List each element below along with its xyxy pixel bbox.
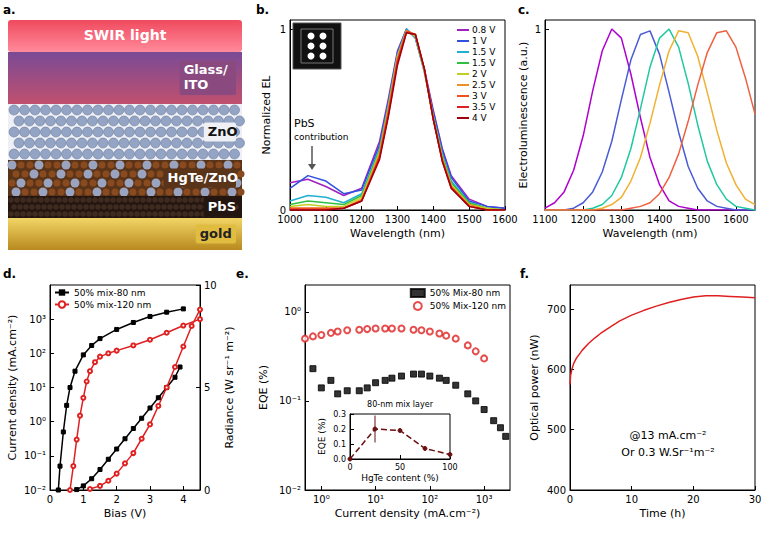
svg-text:Time (h): Time (h) [639, 507, 686, 520]
svg-text:10: 10 [204, 280, 217, 291]
svg-text:50: 50 [395, 463, 405, 472]
svg-text:0: 0 [47, 494, 53, 505]
svg-text:10⁻¹: 10⁻¹ [279, 395, 301, 406]
svg-text:1400: 1400 [421, 214, 446, 225]
svg-text:0: 0 [347, 463, 352, 472]
svg-text:10³: 10³ [476, 494, 493, 505]
svg-text:Electroluminescence (a.u.): Electroluminescence (a.u.) [517, 42, 530, 189]
svg-text:10¹: 10¹ [29, 382, 46, 393]
svg-text:20: 20 [687, 494, 700, 505]
svg-text:1.5 V: 1.5 V [472, 58, 496, 68]
svg-text:Bias (V): Bias (V) [104, 507, 147, 520]
svg-text:b.: b. [256, 3, 269, 17]
svg-text:100: 100 [442, 463, 457, 472]
svg-text:Wavelength (nm): Wavelength (nm) [602, 227, 697, 240]
svg-text:10: 10 [625, 494, 638, 505]
svg-text:4: 4 [180, 494, 186, 505]
svg-text:Optical power (nW): Optical power (nW) [528, 334, 541, 440]
svg-text:c.: c. [518, 3, 530, 17]
svg-text:1600: 1600 [492, 214, 517, 225]
svg-text:Glass/: Glass/ [184, 62, 228, 77]
svg-text:Current density (mA.cm⁻²): Current density (mA.cm⁻²) [6, 315, 19, 461]
svg-text:Wavelength (nm): Wavelength (nm) [350, 227, 445, 240]
svg-text:1000: 1000 [277, 214, 302, 225]
svg-text:HgTe/ZnO: HgTe/ZnO [168, 170, 239, 185]
svg-text:e.: e. [236, 267, 249, 281]
svg-text:600: 600 [547, 364, 566, 375]
svg-text:10³: 10³ [29, 314, 46, 325]
svg-text:10⁻²: 10⁻² [279, 485, 301, 496]
svg-text:500: 500 [547, 424, 566, 435]
svg-text:1300: 1300 [609, 214, 634, 225]
svg-text:Or 0.3 W.Sr⁻¹m⁻²: Or 0.3 W.Sr⁻¹m⁻² [621, 446, 714, 459]
svg-text:10²: 10² [421, 494, 438, 505]
svg-text:0.3: 0.3 [333, 410, 346, 419]
svg-text:10⁰: 10⁰ [284, 306, 301, 317]
svg-text:1500: 1500 [685, 214, 710, 225]
svg-text:0.0: 0.0 [333, 455, 346, 464]
svg-text:1: 1 [535, 24, 541, 35]
svg-text:0.1: 0.1 [333, 440, 346, 449]
svg-text:2: 2 [113, 494, 119, 505]
svg-text:50% Mix-80 nm: 50% Mix-80 nm [430, 288, 501, 298]
svg-text:3 V: 3 V [472, 91, 488, 101]
svg-text:1400: 1400 [647, 214, 672, 225]
svg-text:1100: 1100 [313, 214, 338, 225]
svg-text:ZnO: ZnO [208, 124, 238, 139]
svg-text:1 V: 1 V [472, 36, 488, 46]
svg-text:EQE (%): EQE (%) [317, 418, 327, 455]
svg-text:0: 0 [567, 494, 573, 505]
svg-text:1300: 1300 [385, 214, 410, 225]
svg-text:1100: 1100 [532, 214, 557, 225]
svg-text:10²: 10² [29, 348, 46, 359]
svg-text:1500: 1500 [456, 214, 481, 225]
svg-text:gold: gold [200, 226, 232, 241]
svg-text:10⁻¹: 10⁻¹ [24, 450, 46, 461]
svg-text:3.5 V: 3.5 V [472, 102, 496, 112]
svg-text:Radiance (W sr⁻¹ m⁻²): Radiance (W sr⁻¹ m⁻²) [223, 326, 236, 448]
svg-text:3: 3 [147, 494, 153, 505]
svg-text:0: 0 [279, 204, 286, 216]
svg-text:80-nm mix layer: 80-nm mix layer [367, 400, 434, 409]
svg-text:f.: f. [520, 267, 529, 281]
svg-text:700: 700 [547, 304, 566, 315]
svg-text:1600: 1600 [723, 214, 748, 225]
svg-text:1: 1 [280, 24, 286, 35]
svg-text:1200: 1200 [570, 214, 595, 225]
svg-text:a.: a. [3, 3, 16, 17]
svg-text:2.5 V: 2.5 V [472, 80, 496, 90]
svg-text:Current density (mA.cm⁻²): Current density (mA.cm⁻²) [335, 507, 481, 520]
svg-text:400: 400 [547, 485, 566, 496]
svg-text:10¹: 10¹ [367, 494, 384, 505]
svg-text:30: 30 [749, 494, 762, 505]
svg-text:10⁰: 10⁰ [29, 416, 46, 427]
svg-text:EQE (%): EQE (%) [257, 365, 270, 410]
svg-text:ITO: ITO [184, 77, 209, 92]
svg-text:0: 0 [204, 485, 210, 496]
svg-text:4 V: 4 V [472, 113, 488, 123]
svg-text:HgTe content (%): HgTe content (%) [361, 473, 439, 483]
svg-text:1: 1 [80, 494, 86, 505]
svg-text:5: 5 [204, 382, 210, 393]
svg-text:Normalized EL: Normalized EL [260, 75, 273, 155]
svg-text:1.5 V: 1.5 V [472, 47, 496, 57]
svg-text:10⁻²: 10⁻² [24, 485, 46, 496]
svg-text:contribution: contribution [294, 132, 349, 142]
svg-text:10⁰: 10⁰ [313, 494, 330, 505]
svg-text:PbS: PbS [208, 199, 236, 214]
svg-text:d.: d. [3, 267, 16, 281]
svg-text:@13 mA.cm⁻²: @13 mA.cm⁻² [629, 429, 706, 442]
svg-text:2 V: 2 V [472, 69, 488, 79]
svg-text:50% mix-80 nm: 50% mix-80 nm [74, 288, 146, 298]
svg-text:50% Mix-120 nm: 50% Mix-120 nm [430, 301, 506, 311]
svg-text:50% mix-120 nm: 50% mix-120 nm [74, 300, 151, 310]
svg-text:0.8 V: 0.8 V [472, 25, 496, 35]
svg-text:0.2: 0.2 [333, 425, 346, 434]
svg-text:PbS: PbS [294, 117, 315, 130]
svg-text:1200: 1200 [349, 214, 374, 225]
svg-text:SWIR light: SWIR light [84, 27, 167, 43]
